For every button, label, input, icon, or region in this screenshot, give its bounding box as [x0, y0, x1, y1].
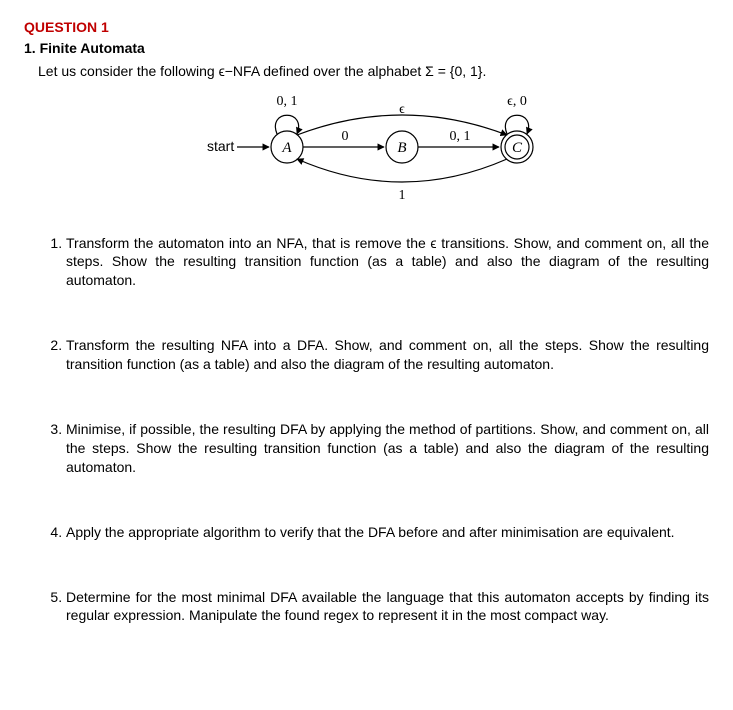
task-item: Apply the appropriate algorithm to verif… — [66, 523, 709, 542]
state-c-label: C — [511, 140, 522, 156]
edge-b-c-label: 0, 1 — [449, 129, 470, 144]
task-item: Minimise, if possible, the resulting DFA… — [66, 420, 709, 477]
start-label: start — [207, 138, 234, 154]
state-a-label: A — [281, 140, 292, 156]
edge-a-b-label: 0 — [341, 129, 348, 144]
automaton-diagram: start A B C 0, 1 ϵ, 0 0 0, 1 ϵ 1 — [24, 87, 709, 214]
loop-c-label: ϵ, 0 — [507, 94, 527, 109]
task-item: Transform the automaton into an NFA, tha… — [66, 234, 709, 291]
intro-text: Let us consider the following ϵ−NFA defi… — [38, 62, 709, 81]
edge-c-a-bottom-label: 1 — [398, 188, 405, 203]
question-subheader: 1. Finite Automata — [24, 39, 709, 58]
loop-a-label: 0, 1 — [276, 94, 297, 109]
task-item: Determine for the most minimal DFA avail… — [66, 588, 709, 626]
question-header: QUESTION 1 — [24, 18, 709, 37]
state-b-label: B — [397, 140, 406, 156]
task-list: Transform the automaton into an NFA, tha… — [24, 234, 709, 626]
edge-a-c-top-label: ϵ — [399, 102, 405, 117]
intro-prefix: Let us consider the following — [38, 63, 219, 79]
intro-mid: −NFA defined over the alphabet Σ = {0, 1… — [225, 63, 487, 79]
task-item: Transform the resulting NFA into a DFA. … — [66, 336, 709, 374]
